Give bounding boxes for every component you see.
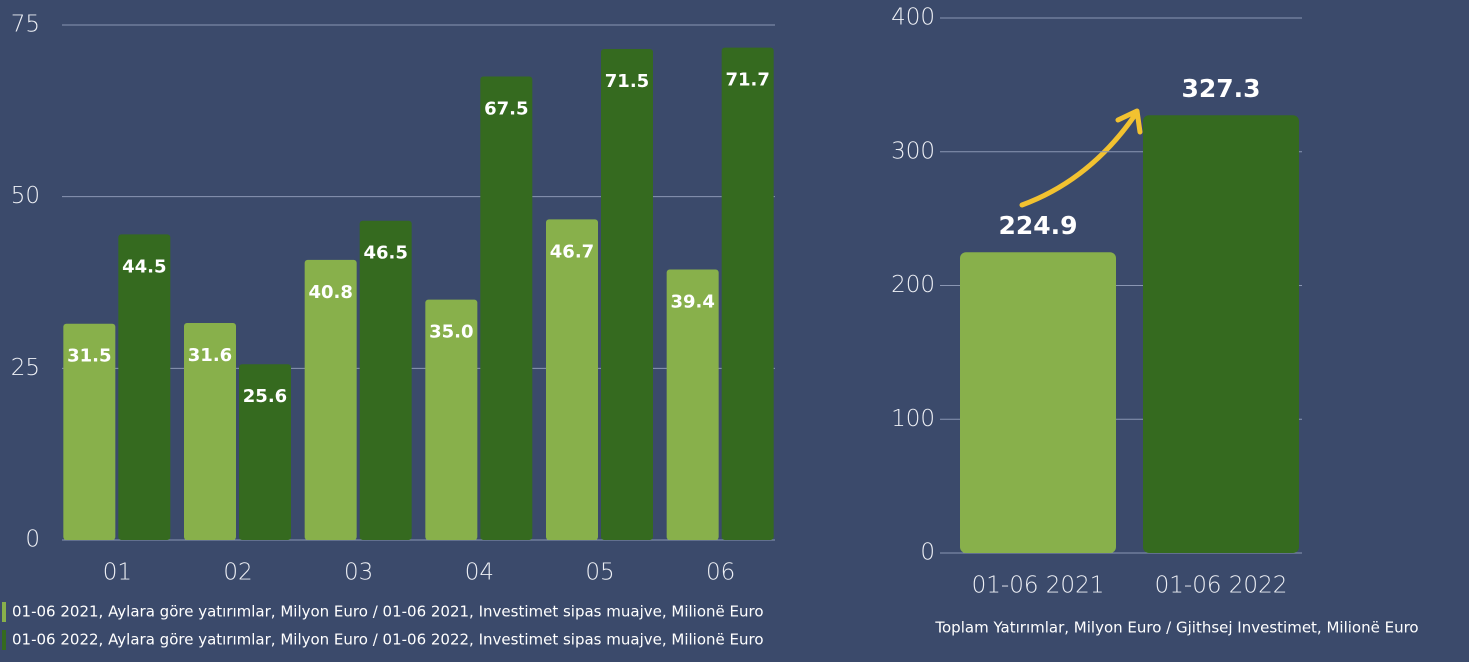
data-label: 35.0: [429, 322, 473, 343]
growth-arrow: [1019, 112, 1138, 208]
x-tick-label: 01: [103, 560, 132, 586]
x-tick-label: 04: [465, 560, 494, 586]
bar: [666, 269, 719, 540]
y-tick-label: 200: [891, 272, 935, 298]
bar: [239, 364, 291, 540]
data-label: 327.3: [1181, 74, 1260, 103]
data-label: 224.9: [998, 211, 1077, 240]
y-tick-label: 0: [920, 540, 935, 566]
legend-swatch: [2, 602, 6, 622]
x-tick-label: 01-06 2021: [972, 573, 1105, 599]
bar: [304, 259, 357, 540]
data-label: 71.5: [605, 71, 649, 92]
data-label: 39.4: [670, 291, 714, 312]
data-label: 67.5: [484, 99, 528, 120]
bar: [1143, 115, 1299, 553]
x-tick-label: 01-06 2022: [1155, 573, 1288, 599]
bar: [480, 76, 533, 540]
x-axis-label: Toplam Yatırımlar, Milyon Euro / Gjithse…: [934, 619, 1418, 637]
bar: [721, 47, 774, 540]
y-tick-label: 50: [11, 183, 40, 209]
legend-label: 01-06 2021, Aylara göre yatırımlar, Mily…: [12, 603, 764, 621]
y-tick-label: 400: [891, 5, 935, 31]
bar: [359, 220, 412, 540]
legend-swatch: [2, 630, 6, 650]
y-tick-label: 75: [11, 12, 40, 38]
bar: [63, 323, 116, 540]
y-tick-label: 25: [11, 355, 40, 381]
data-label: 40.8: [308, 282, 352, 303]
y-tick-label: 300: [891, 138, 935, 164]
bar: [546, 219, 598, 540]
data-label: 25.6: [243, 386, 287, 407]
y-tick-label: 0: [25, 527, 40, 553]
legend-label: 01-06 2022, Aylara göre yatırımlar, Mily…: [12, 631, 764, 649]
growth-arrowhead: [1115, 108, 1143, 135]
data-label: 46.5: [363, 243, 407, 264]
x-tick-label: 02: [223, 560, 252, 586]
data-label: 31.5: [67, 346, 111, 367]
x-tick-label: 06: [706, 560, 735, 586]
y-tick-label: 100: [891, 406, 935, 432]
bar: [184, 323, 236, 540]
x-tick-label: 03: [344, 560, 373, 586]
bar: [601, 49, 653, 541]
data-label: 31.6: [188, 345, 232, 366]
bar: [960, 252, 1116, 554]
data-label: 46.7: [550, 241, 594, 262]
bar: [425, 299, 478, 540]
bar: [118, 234, 171, 540]
x-tick-label: 05: [585, 560, 614, 586]
data-label: 44.5: [122, 256, 166, 277]
data-label: 71.7: [725, 70, 769, 91]
